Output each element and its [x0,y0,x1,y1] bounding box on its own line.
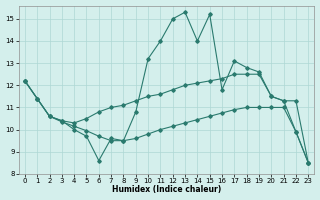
X-axis label: Humidex (Indice chaleur): Humidex (Indice chaleur) [112,185,221,194]
